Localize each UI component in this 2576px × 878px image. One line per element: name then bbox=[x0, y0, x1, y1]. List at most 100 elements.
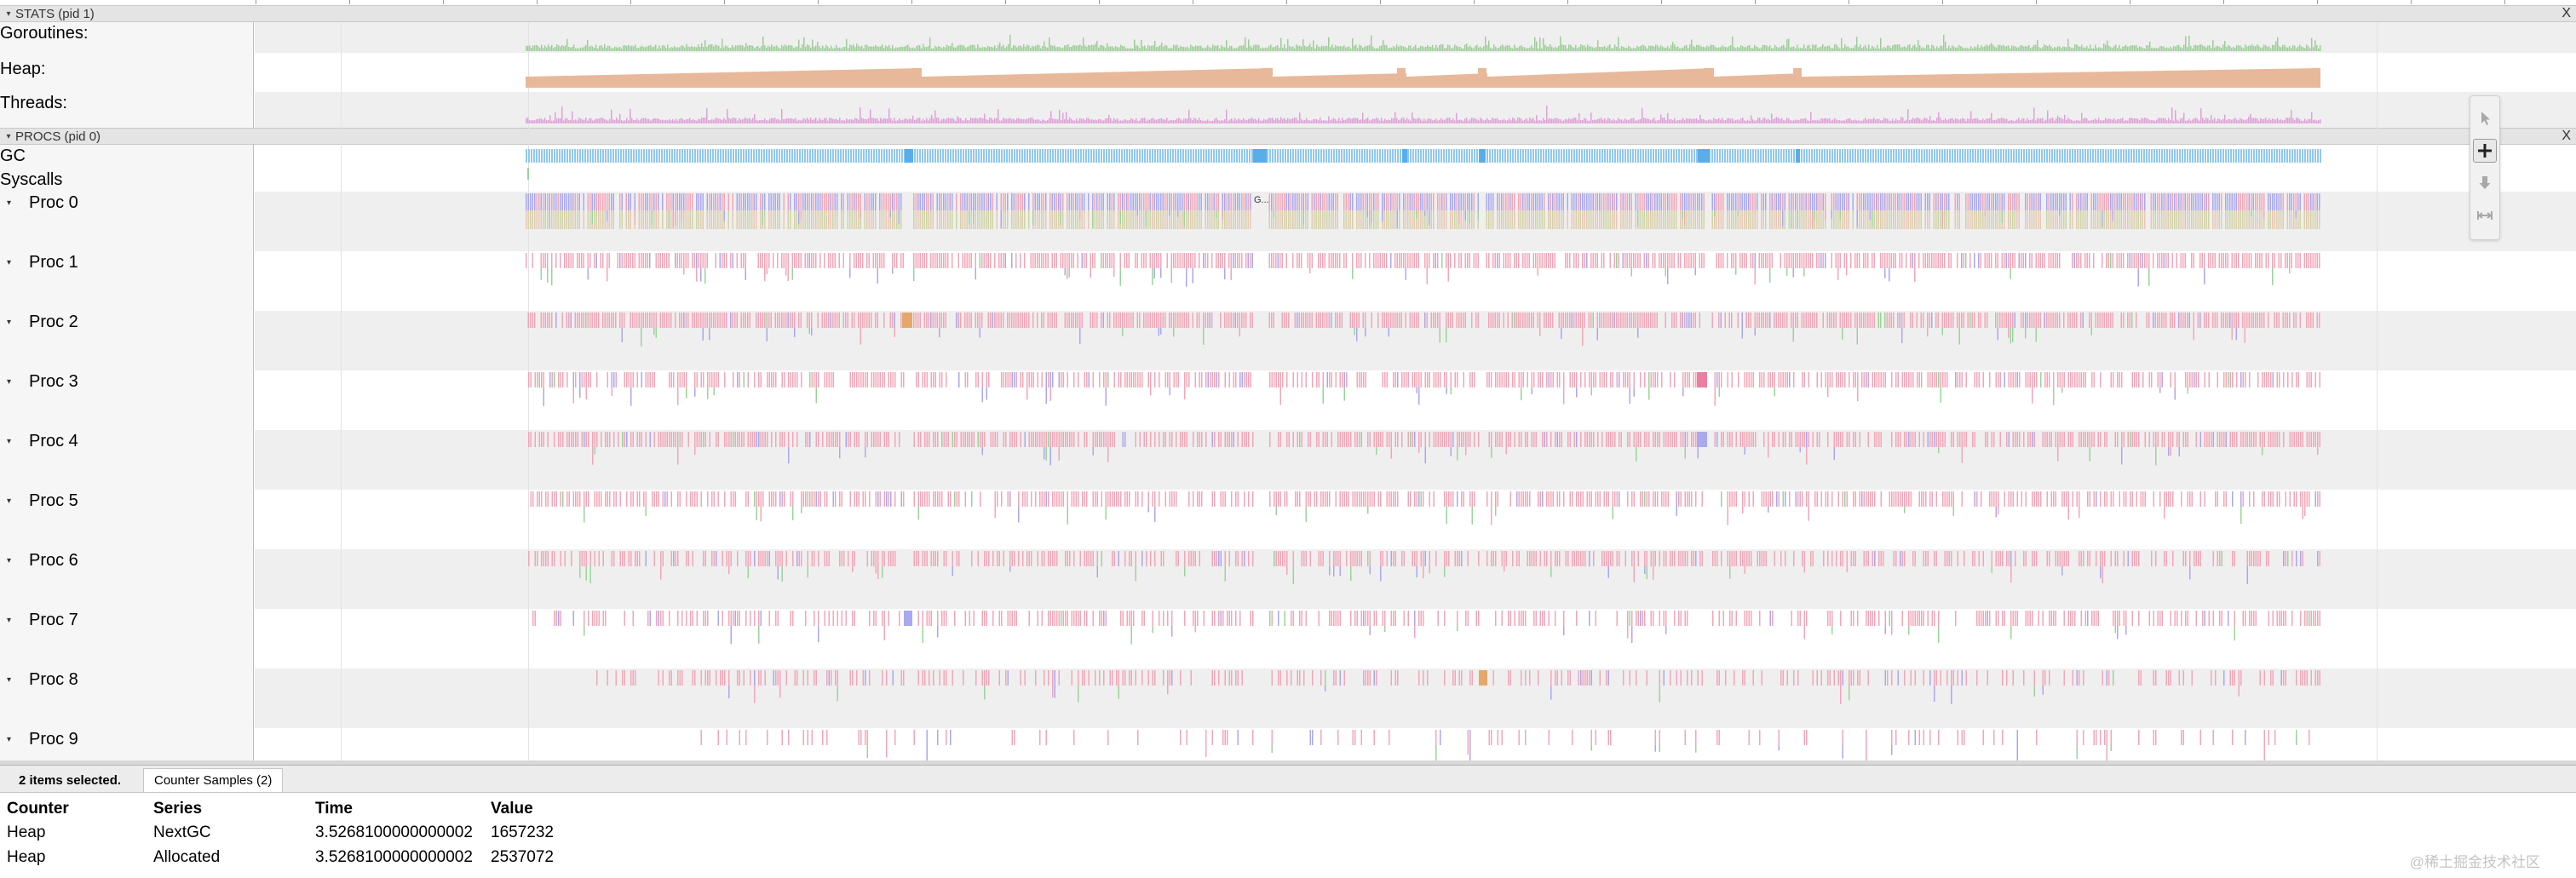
goroutines-counter-bar[interactable] bbox=[1108, 46, 1110, 51]
proc-slice[interactable] bbox=[1501, 193, 1503, 210]
heap-counter-bar[interactable] bbox=[992, 74, 994, 88]
goroutines-counter-bar[interactable] bbox=[1434, 48, 1435, 51]
threads-counter-bar[interactable] bbox=[1883, 118, 1885, 123]
threads-counter-bar[interactable] bbox=[677, 120, 679, 123]
threads-counter-bar[interactable] bbox=[2117, 118, 2119, 123]
goroutines-counter-bar[interactable] bbox=[1711, 44, 1713, 51]
goroutines-counter-bar[interactable] bbox=[1504, 46, 1505, 51]
proc-slice[interactable] bbox=[773, 193, 774, 210]
proc-slice[interactable] bbox=[2004, 210, 2005, 229]
threads-counter-bar[interactable] bbox=[2030, 120, 2032, 123]
goroutines-counter-bar[interactable] bbox=[1757, 47, 1759, 51]
heap-counter-bar[interactable] bbox=[791, 71, 794, 88]
threads-counter-bar[interactable] bbox=[2161, 118, 2163, 123]
goroutines-counter-bar[interactable] bbox=[1098, 47, 1100, 51]
goroutines-counter-bar[interactable] bbox=[1606, 48, 1607, 51]
goroutines-counter-bar[interactable] bbox=[2129, 46, 2130, 51]
gc-slice[interactable] bbox=[937, 149, 939, 163]
threads-counter-bar[interactable] bbox=[1176, 118, 1178, 123]
proc-slice[interactable] bbox=[1375, 210, 1377, 229]
threads-counter-bar[interactable] bbox=[1800, 118, 1802, 123]
proc-slice[interactable] bbox=[706, 193, 709, 210]
heap-counter-bar[interactable] bbox=[2157, 71, 2159, 88]
heap-counter-bar[interactable] bbox=[2277, 68, 2280, 88]
goroutines-counter-bar[interactable] bbox=[1793, 46, 1795, 51]
proc-slice[interactable] bbox=[655, 193, 658, 210]
proc-slice[interactable] bbox=[1463, 193, 1464, 210]
gc-slice[interactable] bbox=[1351, 149, 1353, 163]
proc-slice[interactable] bbox=[1722, 193, 1724, 210]
heap-counter-bar[interactable] bbox=[1494, 76, 1497, 88]
proc-slice[interactable] bbox=[619, 210, 621, 229]
goroutines-counter-bar[interactable] bbox=[1069, 47, 1071, 51]
goroutines-counter-bar[interactable] bbox=[2263, 44, 2265, 51]
heap-counter-bar[interactable] bbox=[1756, 75, 1758, 88]
threads-counter-bar[interactable] bbox=[1757, 118, 1759, 123]
threads-counter-bar[interactable] bbox=[703, 118, 704, 123]
heap-counter-bar[interactable] bbox=[876, 69, 878, 88]
gc-slice[interactable] bbox=[1698, 149, 1710, 163]
heap-counter-bar[interactable] bbox=[1758, 74, 1761, 88]
proc-slice[interactable] bbox=[1169, 193, 1170, 210]
threads-counter-bar[interactable] bbox=[1684, 119, 1686, 123]
heap-counter-bar[interactable] bbox=[2295, 68, 2297, 88]
heap-counter-bar[interactable] bbox=[1781, 73, 1784, 88]
threads-counter-bar[interactable] bbox=[2170, 120, 2171, 123]
threads-counter-bar[interactable] bbox=[737, 120, 739, 123]
goroutines-counter-bar[interactable] bbox=[2044, 44, 2045, 51]
gc-slice[interactable] bbox=[1622, 149, 1624, 163]
goroutines-counter-bar[interactable] bbox=[1541, 48, 1543, 51]
gc-slice[interactable] bbox=[876, 149, 877, 163]
threads-counter-bar[interactable] bbox=[1248, 118, 1250, 123]
proc-label[interactable]: ▾ Proc 4 bbox=[0, 431, 78, 452]
proc-slice[interactable] bbox=[1216, 193, 1217, 210]
proc-slice[interactable] bbox=[1469, 193, 1471, 210]
gc-slice[interactable] bbox=[717, 149, 719, 163]
threads-counter-bar[interactable] bbox=[1807, 120, 1808, 123]
threads-counter-bar[interactable] bbox=[1795, 119, 1797, 123]
proc-slice[interactable] bbox=[1671, 210, 1673, 229]
goroutines-counter-bar[interactable] bbox=[2214, 47, 2216, 51]
proc-slice[interactable] bbox=[1412, 193, 1413, 210]
threads-counter-bar[interactable] bbox=[1720, 119, 1722, 123]
proc-slice[interactable] bbox=[1654, 193, 1656, 210]
proc-slice[interactable] bbox=[1646, 193, 1647, 210]
proc-slice[interactable] bbox=[2095, 193, 2097, 210]
threads-counter-bar[interactable] bbox=[1071, 118, 1072, 123]
threads-counter-bar[interactable] bbox=[1079, 118, 1081, 123]
threads-counter-bar[interactable] bbox=[2284, 119, 2286, 123]
goroutines-counter-bar[interactable] bbox=[1086, 46, 1088, 51]
goroutines-counter-bar[interactable] bbox=[2113, 45, 2115, 51]
gc-slice[interactable] bbox=[1931, 149, 1933, 163]
proc-slice[interactable] bbox=[1803, 210, 1805, 229]
proc-slice[interactable] bbox=[719, 210, 722, 229]
heap-counter-bar[interactable] bbox=[2280, 68, 2282, 88]
threads-counter-bar[interactable] bbox=[1141, 118, 1142, 123]
proc-slice[interactable] bbox=[1988, 210, 1991, 229]
heap-counter-bar[interactable] bbox=[1337, 75, 1340, 88]
proc-slice[interactable] bbox=[1744, 210, 1745, 229]
goroutines-counter-bar[interactable] bbox=[589, 46, 590, 51]
gc-slice[interactable] bbox=[618, 149, 619, 163]
goroutines-counter-bar[interactable] bbox=[1730, 45, 1732, 51]
goroutines-counter-bar[interactable] bbox=[2093, 48, 2095, 51]
threads-counter-bar[interactable] bbox=[664, 120, 665, 123]
gc-slice[interactable] bbox=[863, 149, 865, 163]
proc-slice[interactable] bbox=[787, 193, 790, 210]
proc-slice[interactable] bbox=[2050, 193, 2052, 210]
proc-slice[interactable] bbox=[1200, 193, 1203, 210]
goroutines-counter-bar[interactable] bbox=[529, 45, 531, 51]
proc-slice[interactable] bbox=[1728, 193, 1731, 210]
gc-slice[interactable] bbox=[1527, 149, 1529, 163]
threads-counter-bar[interactable] bbox=[860, 107, 861, 123]
goroutines-counter-bar[interactable] bbox=[2112, 48, 2113, 51]
gc-slice[interactable] bbox=[1253, 149, 1267, 163]
heap-counter-bar[interactable] bbox=[2121, 71, 2124, 88]
threads-counter-bar[interactable] bbox=[1781, 118, 1783, 123]
threads-counter-bar[interactable] bbox=[1679, 119, 1681, 123]
goroutines-counter-bar[interactable] bbox=[1590, 46, 1592, 51]
threads-counter-bar[interactable] bbox=[2217, 118, 2219, 123]
heap-counter-bar[interactable] bbox=[2037, 72, 2039, 88]
gc-slice[interactable] bbox=[646, 149, 647, 163]
gc-slice[interactable] bbox=[2286, 149, 2288, 163]
